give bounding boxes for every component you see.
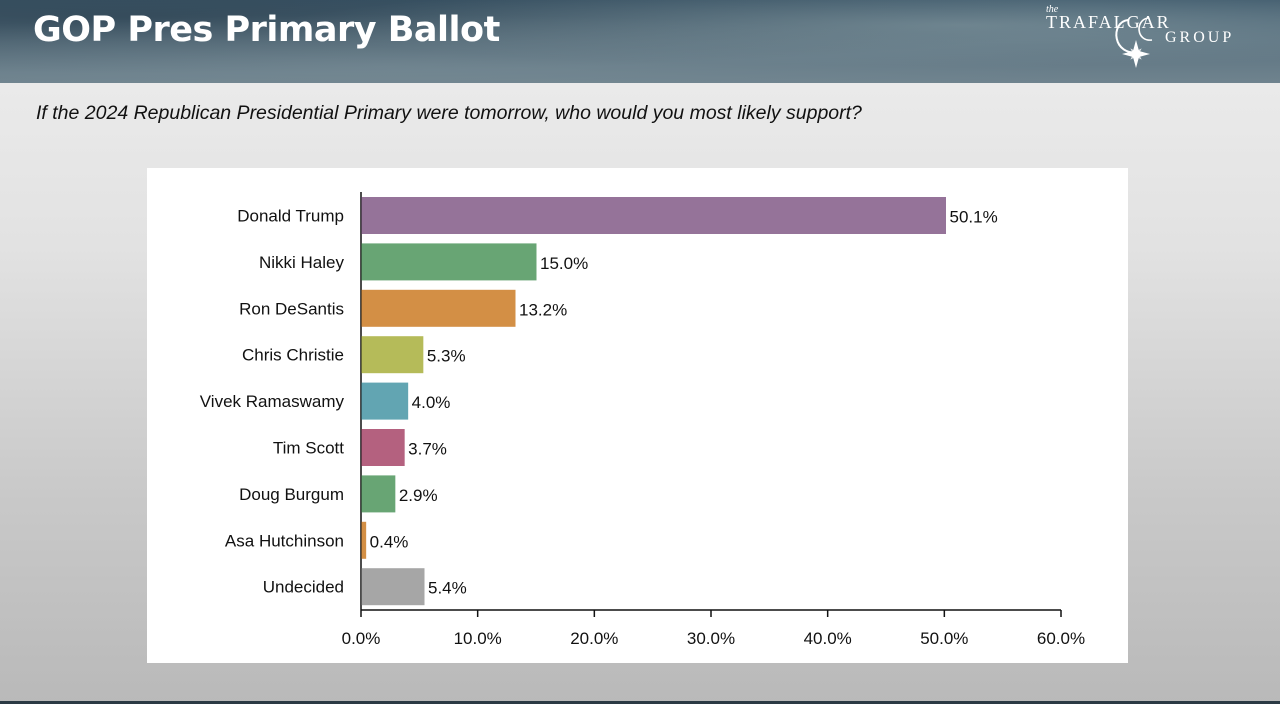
bar-undecided [361, 568, 425, 606]
logo-small-text: the [1046, 4, 1059, 15]
bar-vivek-ramaswamy [361, 382, 409, 420]
x-tick-label: 20.0% [570, 629, 618, 648]
bar-ron-desantis [361, 289, 516, 327]
data-label: 5.3% [427, 347, 466, 366]
bar-chart: 0.0% 10.0% 20.0% 30.0% 40.0% 50.0% 60.0% Donald… [200, 192, 1085, 648]
survey-question: If the 2024 Republican Presidential Prim… [36, 102, 862, 124]
category-label: Doug Burgum [239, 485, 344, 504]
category-label: Ron DeSantis [239, 299, 344, 318]
data-label: 0.4% [370, 532, 409, 551]
bar-doug-burgum [361, 475, 396, 513]
data-label: 50.1% [950, 208, 998, 227]
x-tick-label: 30.0% [687, 629, 735, 648]
bar-chris-christie [361, 336, 424, 374]
bottom-divider [0, 701, 1280, 704]
x-tick-label: 40.0% [804, 629, 852, 648]
category-label: Undecided [263, 578, 344, 597]
data-label: 3.7% [408, 440, 447, 459]
compass-star-icon [1115, 17, 1153, 68]
data-label: 2.9% [399, 486, 438, 505]
category-label: Chris Christie [242, 346, 344, 365]
category-label: Vivek Ramaswamy [200, 392, 345, 411]
category-label: Donald Trump [237, 207, 344, 226]
x-tick-label: 0.0% [342, 629, 381, 648]
bar-tim-scott [361, 429, 405, 466]
header-banner: GOP Pres Primary Ballot the TRAFALGAR GR… [0, 0, 1280, 83]
bar-asa-hutchinson [361, 521, 367, 559]
x-tick-label: 60.0% [1037, 629, 1085, 648]
page-title: GOP Pres Primary Ballot [33, 10, 500, 50]
bar-nikki-haley [361, 243, 537, 281]
category-label: Nikki Haley [259, 253, 345, 272]
category-label: Asa Hutchinson [225, 531, 344, 550]
category-label: Tim Scott [273, 439, 344, 458]
data-label: 4.0% [412, 393, 451, 412]
x-tick-label: 50.0% [920, 629, 968, 648]
data-label: 5.4% [428, 579, 467, 598]
logo-line-2: GROUP [1165, 29, 1235, 46]
logo-line-1: TRAFALGAR [1046, 12, 1171, 32]
data-label: 15.0% [540, 254, 588, 273]
bar-donald-trump [361, 197, 946, 234]
x-tick-label: 10.0% [454, 629, 502, 648]
trafalgar-logo: the TRAFALGAR GROUP [1040, 2, 1240, 72]
chart-panel: 0.0% 10.0% 20.0% 30.0% 40.0% 50.0% 60.0% Donald… [147, 168, 1128, 663]
data-label: 13.2% [519, 300, 567, 319]
